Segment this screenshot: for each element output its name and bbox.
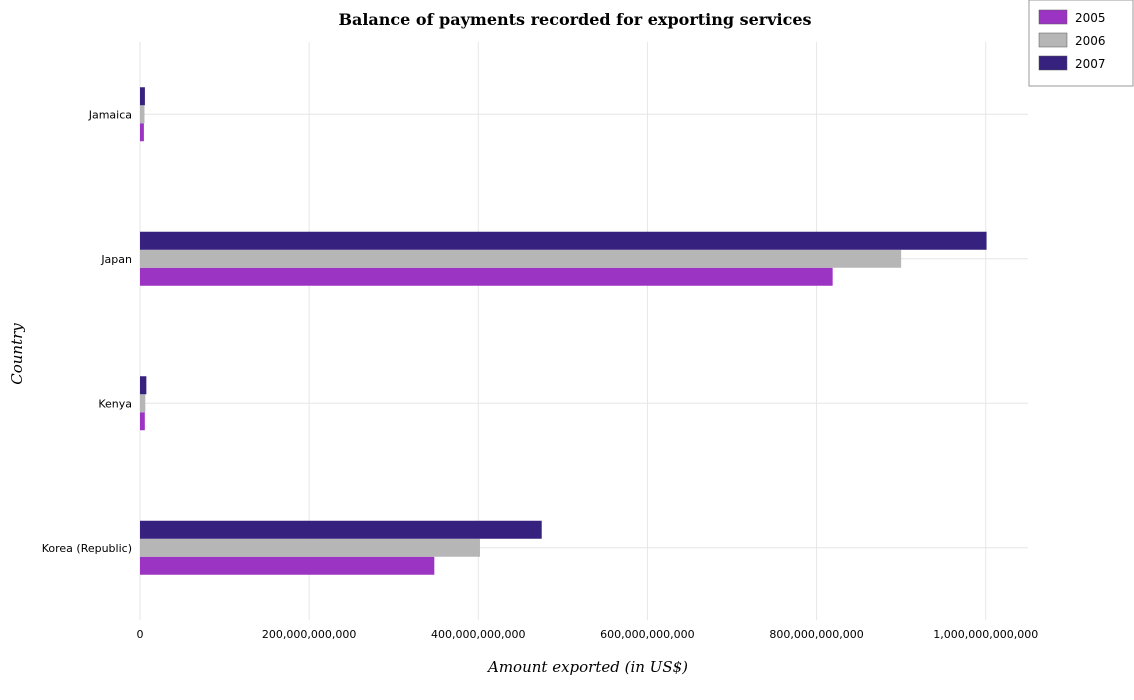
- legend-label-2005: 2005: [1075, 11, 1106, 25]
- bar-jamaica-2006: [140, 105, 145, 124]
- grid-lines: [139, 42, 1028, 620]
- y-tick-label-kenya: Kenya: [98, 397, 132, 410]
- bar-kenya-2005: [140, 412, 145, 431]
- y-tick-labels: Jamaica Japan Kenya Korea (Republic): [42, 108, 132, 555]
- x-tick-label: 400,000,000,000: [431, 628, 525, 641]
- legend: 2005 2006 2007: [1028, 0, 1134, 87]
- y-tick-label-japan: Japan: [100, 253, 132, 266]
- legend-label-2007: 2007: [1075, 57, 1106, 71]
- x-tick-label: 600,000,000,000: [600, 628, 694, 641]
- bar-kenya-2007: [140, 376, 147, 395]
- x-tick-label: 200,000,000,000: [262, 628, 356, 641]
- bar-korea-republic-2006: [140, 538, 480, 557]
- x-tick-labels: 0 200,000,000,000 400,000,000,000 600,000,0…: [137, 628, 1039, 641]
- bars: [140, 87, 987, 575]
- bar-jamaica-2007: [140, 87, 145, 106]
- x-tick-label: 0: [137, 628, 144, 641]
- x-tick-label: 1,000,000,000,000: [933, 628, 1038, 641]
- bar-kenya-2006: [140, 394, 146, 413]
- bar-jamaica-2005: [140, 123, 144, 142]
- legend-swatch-2007: [1038, 55, 1068, 71]
- x-axis-label: Amount exported (in US$): [486, 658, 688, 676]
- y-tick-label-korea-republic: Korea (Republic): [42, 542, 132, 555]
- chart-title: Balance of payments recorded for exporti…: [338, 10, 811, 29]
- bar-japan-2007: [140, 231, 987, 250]
- bar-korea-republic-2005: [140, 556, 435, 575]
- bar-japan-2005: [140, 267, 833, 286]
- legend-label-2006: 2006: [1075, 34, 1106, 48]
- bar-japan-2006: [140, 249, 902, 268]
- y-tick-label-jamaica: Jamaica: [88, 108, 132, 121]
- legend-swatch-2005: [1038, 9, 1068, 25]
- x-tick-label: 800,000,000,000: [769, 628, 863, 641]
- legend-swatch-2006: [1038, 32, 1068, 48]
- bar-korea-republic-2007: [140, 520, 542, 539]
- y-axis-label: Country: [8, 323, 26, 385]
